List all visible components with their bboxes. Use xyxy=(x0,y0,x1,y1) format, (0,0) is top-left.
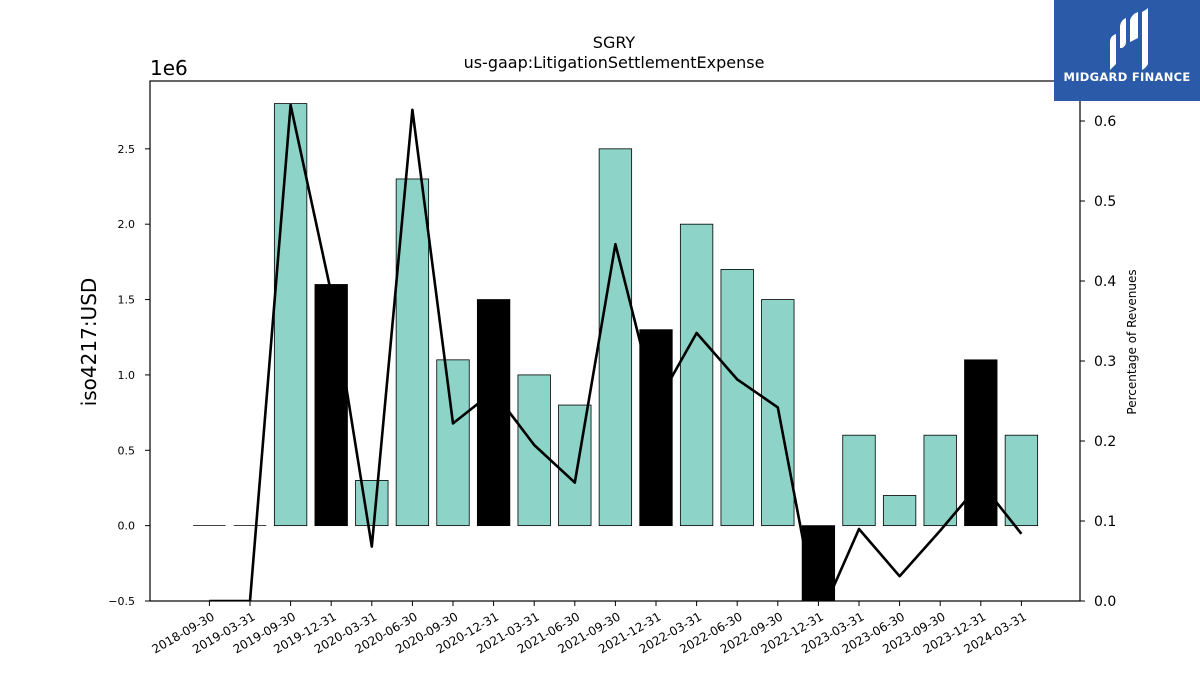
bar-2019-12-31 xyxy=(314,284,348,527)
y2-tick-label: 0.3 xyxy=(1094,354,1116,370)
logo-text: MIDGARD FINANCE xyxy=(1063,70,1191,84)
bar-2021-09-30 xyxy=(598,148,633,527)
bar-2020-03-31 xyxy=(355,480,389,527)
y2-tick-label: 0.6 xyxy=(1094,114,1116,130)
y-offset-label: 1e6 xyxy=(150,56,188,80)
y-tick-label: 2.0 xyxy=(118,218,136,231)
bar-2022-03-31 xyxy=(679,223,714,527)
y-tick-label: 1.0 xyxy=(118,369,136,382)
bar-2024-03-31 xyxy=(1004,434,1039,527)
y2-tick-label: 0.2 xyxy=(1094,434,1116,450)
y-tick-label: 2.5 xyxy=(118,143,136,156)
y-tick-label: 0.0 xyxy=(118,520,136,533)
y2-tick-label: 0.4 xyxy=(1094,274,1116,290)
bar-2023-09-30 xyxy=(923,434,957,527)
y-tick-label: −0.5 xyxy=(108,595,135,608)
chart-subtitle: us-gaap:LitigationSettlementExpense xyxy=(464,53,765,72)
logo-mark-icon xyxy=(1110,8,1148,70)
bar-2019-09-30 xyxy=(273,103,308,527)
bar-2021-03-31 xyxy=(517,374,551,527)
bar-2020-09-30 xyxy=(436,359,470,527)
ratio-line xyxy=(209,103,1023,601)
y-axis-label: iso4217:USD xyxy=(77,278,101,407)
bar-2023-03-31 xyxy=(842,434,876,527)
bar-2020-12-31 xyxy=(476,299,511,527)
y-tick-label: 1.5 xyxy=(118,294,136,307)
bars-group xyxy=(193,103,1039,602)
y2-tick-label: 0.0 xyxy=(1094,594,1116,610)
y2-axis-label: Percentage of Revenues xyxy=(1125,269,1139,414)
ratio-line-group xyxy=(209,103,1023,601)
bar-2023-06-30 xyxy=(882,495,917,527)
chart-title: SGRY xyxy=(593,33,636,52)
y2-tick-label: 0.1 xyxy=(1094,514,1116,530)
y2-tick-label: 0.5 xyxy=(1094,194,1116,210)
bar-2022-06-30 xyxy=(720,269,754,527)
brand-logo: MIDGARD FINANCE xyxy=(1054,0,1200,101)
y-tick-label: 0.5 xyxy=(118,444,136,457)
bar-2021-12-31 xyxy=(639,329,673,527)
bar-2023-12-31 xyxy=(964,359,998,527)
